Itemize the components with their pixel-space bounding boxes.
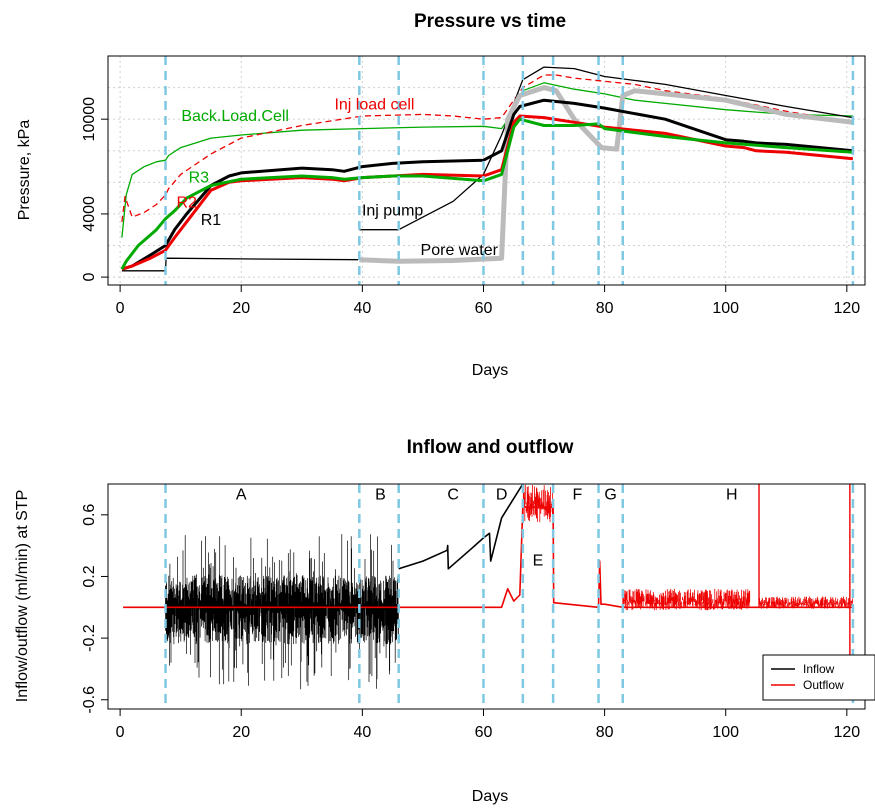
x-tick-label: 80	[596, 724, 614, 741]
legend-box	[762, 654, 875, 701]
y-tick-label: -0.2	[81, 624, 98, 652]
x-tick-label: 60	[475, 300, 493, 317]
flow-x-axis-label: Days	[472, 788, 508, 805]
annotation-label: Back.Load.Cell	[181, 108, 289, 125]
flow-chart-title: Inflow and outflow	[407, 437, 574, 458]
x-tick-label: 80	[596, 300, 614, 317]
series-line	[121, 82, 853, 238]
annotation-label: R2	[177, 195, 198, 212]
y-tick-label: 10000	[81, 97, 98, 142]
x-tick-label: 20	[232, 724, 250, 741]
x-tick-label: 100	[712, 724, 739, 741]
plot-area	[123, 484, 855, 709]
flow-panel: Inflow and outflow Days Inflow/outflow (…	[14, 437, 875, 805]
annotation-label: A	[236, 486, 247, 503]
series-noise	[165, 534, 399, 690]
series-line	[398, 484, 524, 570]
plot-frame	[107, 55, 866, 286]
x-tick-label: 0	[116, 300, 125, 317]
annotation-label: H	[726, 486, 738, 503]
series-noise	[522, 484, 554, 523]
annotation-label: D	[496, 486, 508, 503]
series-noise	[622, 588, 751, 611]
y-tick-label: 0.6	[81, 504, 98, 526]
plot-area	[108, 56, 865, 285]
x-tick-label: 120	[833, 300, 860, 317]
x-tick-label: 40	[353, 724, 371, 741]
plot-frame	[107, 483, 866, 710]
annotation-label: Pore water	[421, 242, 499, 259]
y-tick-label: 0	[81, 273, 98, 282]
annotation-label: R3	[189, 169, 210, 186]
x-tick-label: 120	[833, 724, 860, 741]
annotation-label: C	[447, 486, 459, 503]
annotation-label: R1	[201, 212, 222, 229]
y-tick-label: 0.2	[81, 565, 98, 587]
annotation-label: Inj pump	[362, 203, 423, 220]
series-line	[123, 506, 853, 609]
annotation-label: E	[533, 553, 544, 570]
y-tick-label: -0.6	[81, 686, 98, 714]
flow-y-axis-label: Inflow/outflow (ml/min) at STP	[14, 490, 31, 703]
x-tick-label: 20	[232, 300, 250, 317]
series-line	[121, 257, 359, 272]
annotation-label: Inj load cell	[334, 97, 414, 114]
pressure-chart-title: Pressure vs time	[414, 11, 566, 32]
legend-label: Outflow	[803, 678, 844, 692]
series-line	[359, 85, 854, 264]
pressure-y-axis-label: Pressure, kPa	[16, 120, 33, 221]
pressure-panel: Pressure vs time Days Pressure, kPa Back…	[16, 11, 866, 379]
x-tick-label: 60	[475, 724, 493, 741]
x-tick-label: 0	[116, 724, 125, 741]
legend-label: Inflow	[803, 662, 835, 676]
annotation-label: F	[572, 486, 582, 503]
series-line	[120, 117, 854, 270]
annotation-label: B	[375, 486, 386, 503]
x-tick-label: 100	[712, 300, 739, 317]
y-tick-label: 4000	[81, 196, 98, 232]
x-tick-label: 40	[353, 300, 371, 317]
pressure-x-axis-label: Days	[472, 362, 508, 379]
legend: Inflow Outflow	[762, 654, 875, 701]
annotation-label: G	[604, 486, 616, 503]
series-line	[121, 98, 854, 271]
